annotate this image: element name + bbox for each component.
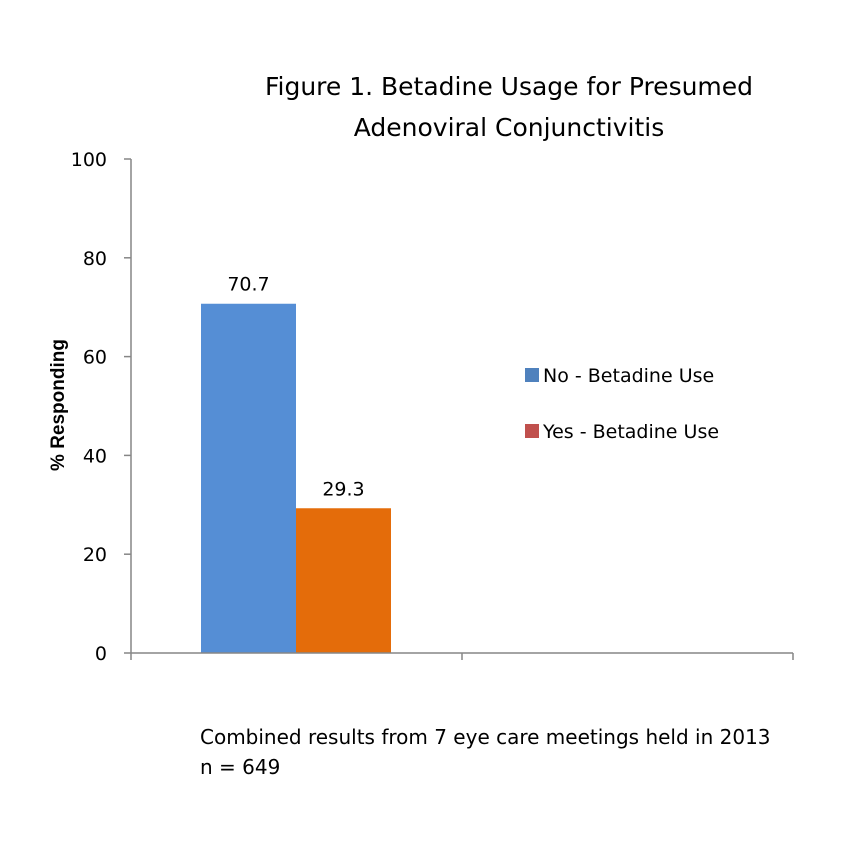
bar-yes-betadine-use: [296, 508, 391, 653]
y-tick-label-100: 100: [71, 149, 107, 171]
legend-swatch-yes-betadine-use: [525, 424, 539, 438]
data-label-no-betadine-use: 70.7: [227, 274, 269, 296]
legend-label-no-betadine-use: No - Betadine Use: [543, 365, 714, 387]
data-labels: 70.7 29.3: [227, 274, 364, 501]
y-tick-label-40: 40: [83, 445, 107, 467]
bar-no-betadine-use: [201, 303, 296, 653]
data-label-yes-betadine-use: 29.3: [322, 478, 364, 500]
y-axis-ticks: 0 20 40 60 80 100: [71, 149, 131, 665]
legend: No - Betadine Use Yes - Betadine Use: [525, 365, 719, 443]
y-axis-label: % Responding: [48, 339, 69, 471]
y-tick-label-60: 60: [83, 347, 107, 369]
x-axis-ticks: [130, 653, 794, 660]
chart-title-line-2: Adenoviral Conjunctivitis: [354, 113, 665, 142]
footnote-meetings: Combined results from 7 eye care meeting…: [200, 725, 771, 749]
legend-swatch-no-betadine-use: [525, 368, 539, 382]
footnote: Combined results from 7 eye care meeting…: [200, 722, 771, 782]
bars: [201, 303, 391, 653]
chart-title-line-1: Figure 1. Betadine Usage for Presumed: [265, 72, 753, 101]
y-tick-label-0: 0: [95, 643, 107, 665]
legend-label-yes-betadine-use: Yes - Betadine Use: [542, 421, 719, 443]
y-tick-label-20: 20: [83, 544, 107, 566]
footnote-sample-size: n = 649: [200, 755, 281, 779]
y-tick-label-80: 80: [83, 248, 107, 270]
